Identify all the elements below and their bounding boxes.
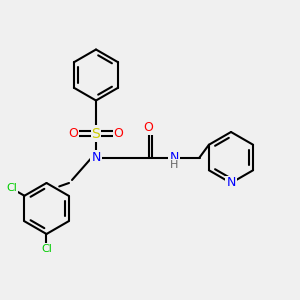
Text: N: N: [91, 151, 101, 164]
Text: Cl: Cl: [41, 244, 52, 254]
Text: N: N: [169, 151, 179, 164]
Text: O: O: [69, 127, 78, 140]
Text: N: N: [226, 176, 236, 190]
Text: O: O: [114, 127, 123, 140]
Text: Cl: Cl: [6, 183, 17, 193]
Text: O: O: [144, 121, 153, 134]
Text: H: H: [170, 160, 178, 170]
Text: S: S: [92, 127, 100, 140]
